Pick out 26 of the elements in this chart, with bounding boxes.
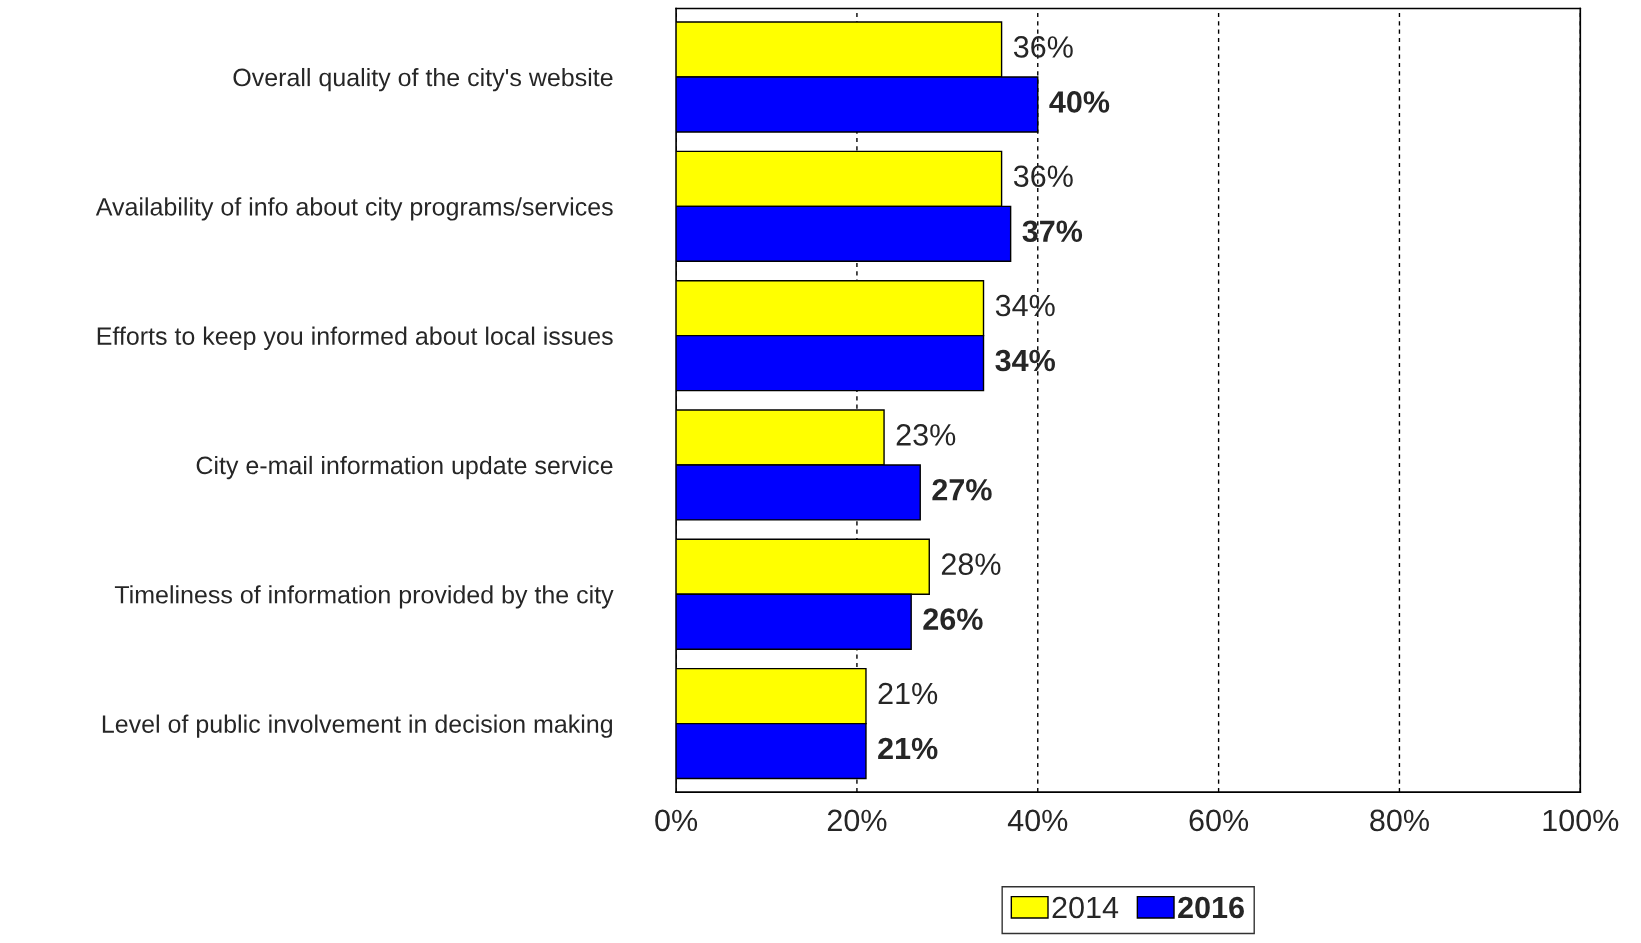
- y-tick-label: Overall quality of the city's website: [233, 67, 613, 92]
- x-tick-label: 100%: [1543, 809, 1619, 832]
- data-label: 34%: [995, 349, 1055, 372]
- y-tick-label: Timeliness of information provided by the city: [114, 585, 614, 609]
- data-label: 34%: [995, 294, 1055, 317]
- x-tick-label: 40%: [1007, 809, 1068, 832]
- legend-label: 2016: [1178, 896, 1244, 919]
- y-tick-label: Level of public involvement in decision making: [102, 714, 613, 738]
- y-tick-label: Efforts to keep you informed about local issues: [97, 326, 613, 350]
- data-label: 28%: [941, 553, 1001, 575]
- data-label: 26%: [923, 608, 983, 630]
- data-label: 21%: [878, 737, 938, 760]
- data-label: 27%: [932, 479, 992, 501]
- y-tick-label: City e-mail information update service: [196, 455, 613, 480]
- x-tick-label: 80%: [1370, 809, 1429, 832]
- data-label: 40%: [1049, 91, 1110, 113]
- y-tick-label: Availability of info about city programs/services: [95, 197, 613, 221]
- data-label: 23%: [896, 424, 956, 446]
- data-label: 36%: [1013, 165, 1073, 188]
- legend-label: 2014: [1052, 896, 1119, 919]
- x-tick-label: 20%: [827, 809, 887, 832]
- x-tick-label: 60%: [1189, 809, 1249, 832]
- data-label: 37%: [1022, 220, 1083, 243]
- data-label: 21%: [878, 682, 938, 705]
- data-label: 36%: [1013, 36, 1073, 58]
- x-tick-label: 0%: [655, 809, 698, 832]
